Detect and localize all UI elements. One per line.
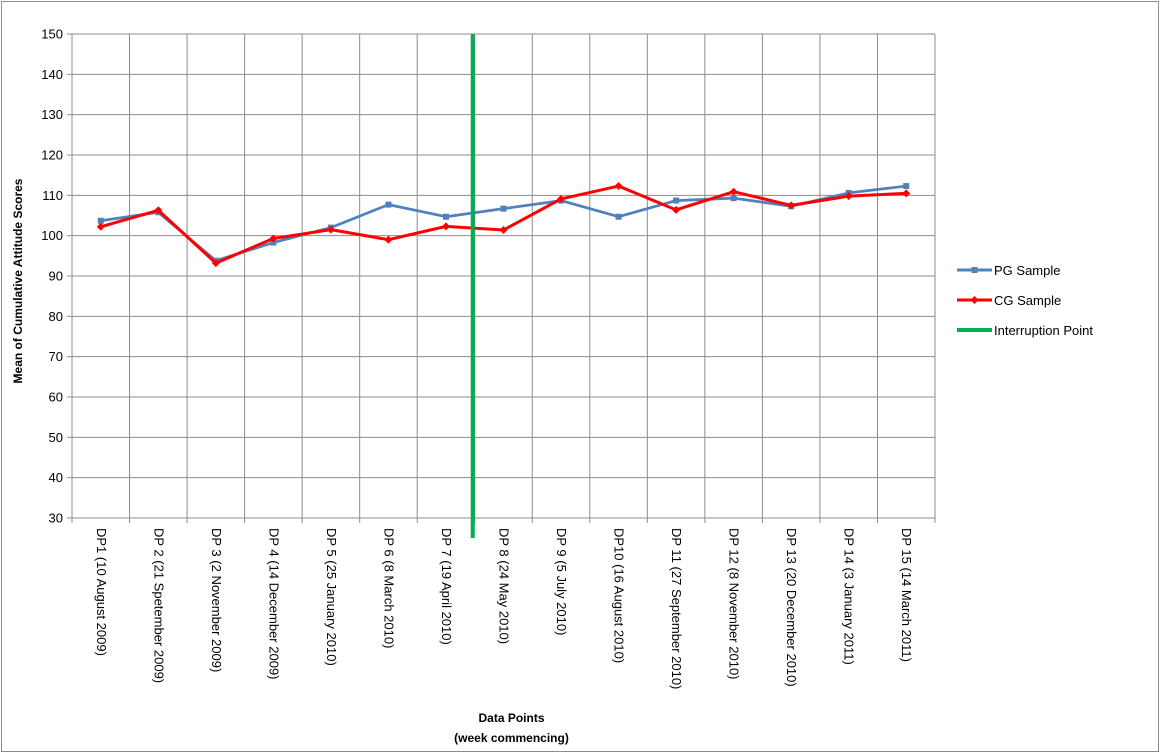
data-point-diamond — [614, 182, 623, 191]
x-tick-label: DP 4 (14 December 2009) — [266, 528, 281, 680]
x-tick-label: DP10 (16 August 2010) — [612, 528, 627, 663]
y-axis-title: Mean of Cumulative Attitude Scores — [11, 178, 25, 383]
legend-label: CG Sample — [994, 293, 1061, 308]
data-point-diamond — [787, 201, 796, 210]
x-axis-subtitle: (week commencing) — [454, 731, 569, 745]
data-point-diamond — [672, 205, 681, 214]
data-point-diamond — [557, 194, 566, 203]
x-tick-label: DP 12 (8 November 2010) — [727, 528, 742, 680]
x-tick-label: DP 9 (5 July 2010) — [554, 528, 569, 635]
data-point-diamond — [844, 192, 853, 201]
series-line — [100, 184, 907, 263]
data-point-diamond — [902, 189, 911, 198]
y-tick-label: 130 — [41, 107, 63, 122]
y-tick-label: 50 — [49, 430, 63, 445]
y-tick-label: 120 — [41, 148, 63, 163]
x-axis: DP1 (10 August 2009) DP 2 (21 Spetember 2… — [71, 517, 936, 689]
x-tick-label: DP 13 (20 December 2010) — [784, 528, 799, 687]
legend: PG Sample CG Sample Interruption Point — [957, 263, 1093, 338]
data-point-square — [97, 217, 104, 224]
y-tick-label: 100 — [41, 228, 63, 243]
y-tick-label: 40 — [49, 470, 63, 485]
data-point-diamond — [441, 222, 450, 231]
data-point-diamond — [269, 234, 278, 243]
data-point-square — [903, 183, 910, 190]
data-point-diamond — [326, 225, 335, 234]
series-lines — [96, 182, 911, 268]
data-point-diamond — [384, 235, 393, 244]
y-axis: 30 40 50 60 70 80 90 100 110 120 130 140 150 — [41, 27, 73, 526]
data-point-square — [500, 205, 507, 212]
data-point-square — [615, 213, 622, 220]
data-point-square — [730, 195, 737, 202]
data-point-square — [385, 201, 392, 208]
legend-label: Interruption Point — [994, 323, 1093, 338]
legend-label: PG Sample — [994, 263, 1060, 278]
x-tick-label: DP1 (10 August 2009) — [94, 528, 109, 656]
y-tick-label: 80 — [49, 309, 63, 324]
series-line — [100, 184, 907, 265]
data-point-diamond — [154, 206, 163, 215]
y-tick-label: 60 — [49, 390, 63, 405]
y-tick-label: 70 — [49, 349, 63, 364]
x-tick-label: DP 11 (27 September 2010) — [669, 528, 684, 689]
legend-marker-square — [971, 267, 978, 273]
y-tick-label: 110 — [42, 188, 63, 203]
x-tick-label: DP 8 (24 May 2010) — [497, 528, 512, 644]
data-point-square — [673, 197, 680, 204]
data-point-diamond — [499, 226, 508, 235]
data-point-square — [270, 239, 277, 246]
x-tick-label: DP 14 (3 January 2011) — [842, 528, 857, 665]
y-tick-label: 150 — [41, 27, 63, 42]
x-axis-title: Data Points — [478, 711, 544, 725]
legend-marker-diamond — [970, 296, 979, 304]
y-tick-label: 140 — [41, 67, 63, 82]
data-point-diamond — [211, 259, 220, 268]
x-tick-label: DP 7 (19 April 2010) — [439, 528, 454, 645]
x-tick-label: DP 5 (25 January 2010) — [324, 528, 339, 666]
y-tick-label: 30 — [49, 511, 63, 526]
x-tick-label: DP 15 (14 March 2011) — [899, 528, 914, 662]
x-tick-label: DP 6 (8 March 2010) — [381, 528, 396, 648]
x-tick-label: DP 2 (21 Spetember 2009) — [151, 528, 166, 683]
gridlines — [71, 33, 936, 519]
y-tick-label: 90 — [49, 269, 63, 284]
data-point-diamond — [96, 222, 105, 231]
x-tick-label: DP 3 (2 November 2009) — [209, 528, 224, 672]
data-point-square — [442, 213, 449, 220]
data-point-diamond — [729, 187, 738, 196]
